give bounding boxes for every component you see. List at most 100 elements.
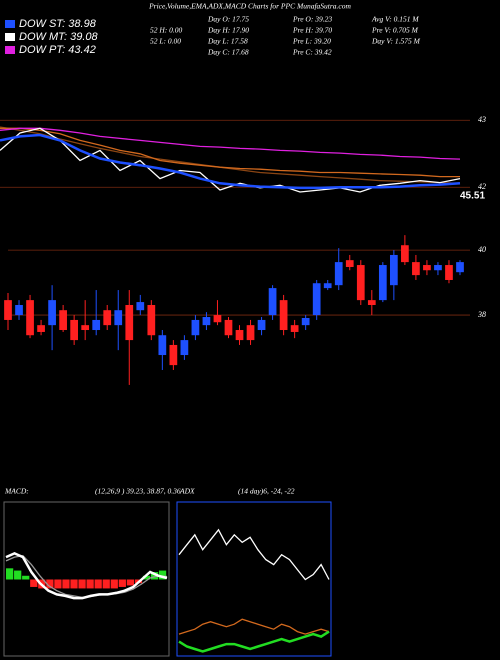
stat-label: Pre C: 39.42	[292, 48, 332, 57]
histogram-bar	[30, 579, 38, 587]
candle-body	[202, 317, 211, 326]
candle-body	[235, 330, 244, 341]
panel-frame	[3, 501, 170, 657]
series-line	[0, 126, 461, 184]
legend-swatch	[5, 46, 15, 54]
page-title: Price,Volume,EMA,ADX,MACD Charts for PPC…	[148, 2, 351, 11]
panel-frame	[176, 501, 332, 657]
series-line	[178, 618, 330, 635]
candle-body	[158, 335, 167, 356]
candle-body	[445, 265, 453, 280]
legend-swatch	[5, 33, 15, 41]
panel-title: MACD:	[4, 487, 29, 496]
candle-body	[367, 300, 376, 305]
series-line	[178, 630, 330, 653]
panel-subtitle: (12,26,9 ) 39.23, 38.87, 0.36	[95, 487, 181, 496]
candle-body	[312, 283, 321, 316]
stat-label: Pre O: 39.23	[292, 15, 332, 24]
histogram-bar	[46, 579, 54, 589]
histogram-bar	[94, 579, 102, 589]
series-line	[5, 552, 168, 600]
panel-title: ADX	[179, 487, 195, 496]
candle-body	[70, 319, 79, 341]
candle-body	[301, 317, 310, 326]
legend-label: DOW ST: 38.98	[19, 18, 97, 30]
candle-body	[389, 254, 398, 286]
stat-label: Day L: 17.58	[207, 37, 248, 46]
histogram-bar	[150, 572, 159, 580]
histogram-bar	[86, 579, 94, 589]
stat-label: 52 H: 0.00	[150, 26, 183, 35]
stat-label: Day O: 17.75	[207, 15, 249, 24]
candle-body	[323, 283, 332, 289]
candle-body	[15, 305, 23, 316]
candle-body	[268, 288, 277, 316]
panel-subtitle: (14 day)6, -24, -22	[238, 487, 295, 496]
candle-body	[213, 315, 222, 323]
candle-body	[423, 265, 431, 271]
candle-body	[290, 325, 299, 332]
candle-body	[401, 245, 409, 263]
candle-body	[180, 340, 189, 356]
candle-body	[378, 265, 387, 301]
candle-body	[26, 300, 34, 336]
candle-body	[191, 319, 200, 336]
stat-label: Day V: 1.575 M	[371, 37, 421, 46]
histogram-bar	[126, 579, 134, 586]
histogram-bar	[6, 568, 14, 580]
candle-body	[334, 262, 343, 286]
candle-body	[147, 305, 156, 336]
histogram-bar	[118, 579, 126, 587]
candle-body	[169, 344, 178, 366]
candle-body	[92, 319, 101, 331]
stat-label: Avg V: 0.151 M	[371, 15, 419, 24]
y-tick-label: 38	[477, 310, 486, 319]
candle-body	[356, 265, 365, 301]
stat-label: 52 L: 0.00	[150, 37, 181, 46]
y-tick-label: 43	[478, 115, 486, 124]
legend-swatch	[5, 20, 15, 28]
candle-body	[37, 325, 45, 332]
candle-body	[136, 302, 145, 311]
series-line	[0, 127, 461, 160]
series-line	[0, 133, 461, 190]
candle-body	[345, 260, 354, 267]
stat-label: Day C: 17.68	[207, 48, 249, 57]
histogram-bar	[78, 579, 86, 589]
stat-label: Pre L: 39.20	[292, 37, 331, 46]
y-tick-label: 40	[478, 245, 486, 254]
annotation: 45.51	[460, 191, 485, 202]
histogram-bar	[110, 579, 118, 589]
candle-body	[434, 265, 442, 271]
histogram-bar	[158, 570, 167, 580]
y-tick-label: 42	[478, 182, 486, 191]
candle-body	[81, 325, 90, 331]
candle-body	[114, 310, 123, 326]
histogram-bar	[14, 570, 22, 580]
candle-body	[412, 262, 420, 276]
candle-body	[103, 310, 112, 326]
candle-body	[48, 300, 56, 326]
histogram-bar	[62, 579, 70, 589]
series-line	[0, 127, 461, 193]
candle-body	[125, 305, 134, 341]
candle-body	[246, 325, 255, 341]
legend-label: DOW PT: 43.42	[19, 44, 96, 56]
candle-body	[456, 262, 464, 273]
candle-body	[224, 319, 233, 336]
stat-label: Day H: 17.90	[207, 26, 249, 35]
candle-body	[257, 319, 266, 331]
stat-label: Pre V: 0.705 M	[371, 26, 419, 35]
histogram-bar	[22, 575, 30, 580]
candle-body	[4, 300, 12, 320]
series-line	[0, 127, 460, 178]
candle-body	[59, 310, 67, 331]
series-line	[178, 528, 330, 581]
legend-label: DOW MT: 39.08	[19, 31, 99, 43]
histogram-bar	[54, 579, 62, 589]
histogram-bar	[142, 575, 151, 580]
histogram-bar	[70, 579, 78, 589]
histogram-bar	[102, 579, 110, 589]
stat-label: Pre H: 39.70	[292, 26, 332, 35]
